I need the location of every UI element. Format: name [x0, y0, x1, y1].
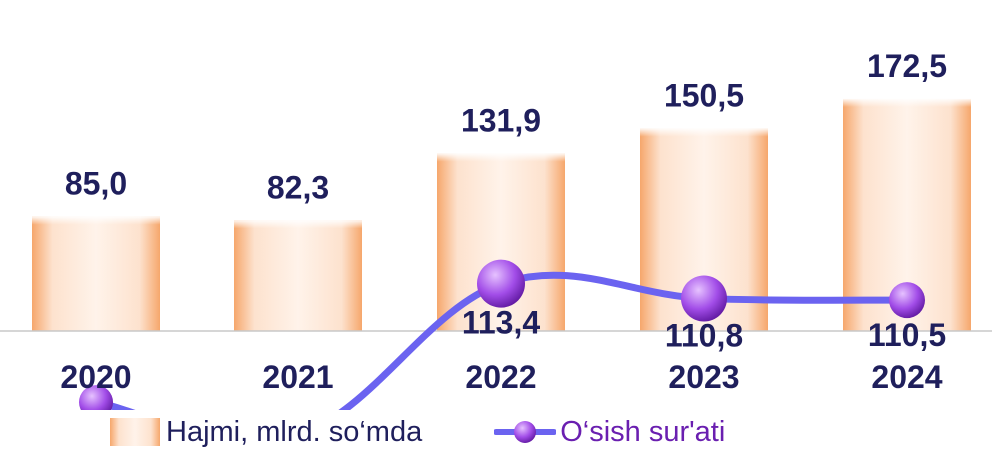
bar-value-label: 131,9 — [461, 103, 541, 139]
chart: 85,0 2020 82,3 2021 131,9 2022 150,5 2023 172,5 2… — [0, 48, 992, 410]
x-tick-label: 2024 — [871, 359, 942, 395]
bar — [32, 216, 160, 331]
bar-value-label: 150,5 — [664, 78, 744, 114]
legend-item-growth: O‘sish sur'ati — [494, 416, 725, 449]
bar-top-highlight — [234, 220, 362, 229]
bar-value-label: 85,0 — [65, 166, 127, 202]
growth-point — [681, 275, 727, 322]
legend-bar-swatch — [110, 418, 160, 446]
bar-top-highlight — [640, 128, 768, 137]
growth-point — [889, 282, 925, 319]
line-layer — [79, 259, 925, 410]
x-tick-label: 2022 — [465, 359, 536, 395]
growth-value-label: 110,5 — [868, 317, 946, 353]
growth-value-label: 113,4 — [462, 305, 541, 341]
x-tick-label: 2023 — [668, 359, 739, 395]
bar-value-label: 172,5 — [867, 48, 947, 84]
legend: Hajmi, mlrd. so‘mda O‘sish sur'ati — [110, 410, 725, 454]
labels-layer: 85,0 2020 82,3 2021 131,9 2022 150,5 2023 172,5 2… — [60, 48, 947, 395]
growth-point — [79, 385, 113, 410]
growth-value-label: 110,8 — [665, 317, 743, 353]
legend-line-marker-icon — [494, 421, 557, 443]
bar-top-highlight — [437, 153, 565, 162]
growth-point — [477, 259, 525, 308]
legend-label-volume: Hajmi, mlrd. so‘mda — [166, 415, 423, 448]
bar-top-highlight — [843, 98, 971, 107]
bar-value-label: 82,3 — [267, 169, 329, 205]
legend-item-volume: Hajmi, mlrd. so‘mda — [110, 416, 422, 449]
x-tick-label: 2020 — [60, 359, 131, 395]
bar-top-highlight — [32, 216, 160, 225]
x-tick-label: 2021 — [262, 359, 333, 395]
legend-label-growth: O‘sish sur'ati — [560, 415, 726, 448]
bar — [234, 220, 362, 331]
